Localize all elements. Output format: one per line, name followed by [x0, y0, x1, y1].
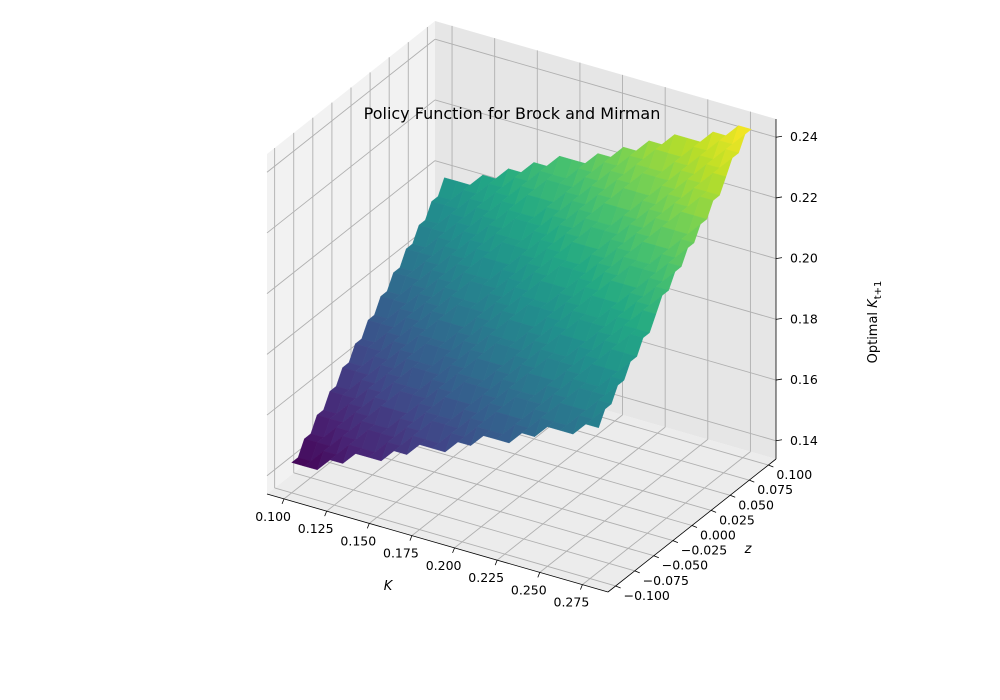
- grid-line: [266, 221, 436, 355]
- policy-surface: [291, 125, 752, 471]
- y-tick-mark: [710, 510, 717, 513]
- grid-line: [331, 442, 674, 542]
- x-tick-label: 0.200: [426, 558, 462, 573]
- chart-title: Policy Function for Brock and Mirman: [364, 104, 661, 123]
- x-tick-mark: [537, 572, 541, 578]
- y-tick-mark: [749, 479, 755, 483]
- grid-line: [266, 38, 436, 173]
- grid-line: [266, 99, 436, 234]
- x-tick-label: 0.275: [554, 595, 590, 610]
- y-tick-label: 0.000: [700, 528, 736, 543]
- tick-labels: 0.100 0.125 0.150 0.175 0.200 0.225 0.250 0.275…: [255, 129, 818, 609]
- z-tick-mark: [775, 135, 783, 138]
- x-tick-mark: [452, 547, 455, 554]
- y-tick-label: −0.050: [662, 558, 708, 573]
- y-tick-mark: [634, 570, 640, 574]
- x-axis-line: [266, 493, 609, 593]
- x-axis-label: K: [384, 579, 394, 594]
- y-tick-mark: [672, 540, 679, 543]
- z-axis-label-var: K: [866, 298, 881, 308]
- grid-line: [293, 472, 635, 572]
- z-axis-label-sub: t+1: [873, 281, 884, 300]
- surface-patch: [585, 408, 606, 429]
- y-tick-mark: [615, 585, 621, 589]
- y-tick-label: 0.075: [757, 482, 793, 497]
- z-tick-mark: [775, 196, 783, 199]
- x-tick-label: 0.175: [383, 546, 419, 561]
- y-tick-label: −0.075: [643, 573, 689, 588]
- y-tick-label: −0.025: [681, 543, 727, 558]
- z-tick-label: 0.14: [790, 433, 818, 448]
- x-tick-label: 0.150: [340, 533, 376, 548]
- x-tick-mark: [324, 511, 328, 517]
- x-tick-label: 0.225: [468, 570, 504, 585]
- y-tick-mark: [653, 555, 659, 559]
- grid-line: [434, 38, 777, 138]
- x-tick-mark: [409, 535, 413, 541]
- x-tick-mark: [494, 560, 498, 566]
- z-tick-label: 0.24: [790, 129, 818, 144]
- z-tick-mark: [775, 257, 783, 260]
- y-tick-label: 0.025: [719, 512, 755, 527]
- z-tick-mark: [775, 378, 783, 381]
- x-tick-label: 0.250: [511, 582, 547, 597]
- x-tick-label: 0.100: [255, 509, 291, 524]
- y-tick-label: 0.050: [738, 497, 774, 512]
- grid-line: [312, 457, 654, 557]
- y-tick-label: 0.100: [776, 467, 812, 482]
- x-tick-mark: [580, 584, 583, 590]
- z-axis-label: Optimal Kt+1: [866, 281, 884, 364]
- grid-line: [266, 160, 436, 294]
- z-tick-label: 0.22: [790, 190, 818, 205]
- y-tick-mark: [691, 525, 698, 528]
- z-tick-label: 0.18: [790, 311, 818, 326]
- y-tick-mark: [768, 464, 774, 468]
- x-tick-mark: [366, 523, 370, 529]
- y-tick-mark: [730, 494, 736, 498]
- x-tick-label: 0.125: [298, 521, 334, 536]
- z-tick-mark: [775, 439, 783, 442]
- z-tick-label: 0.16: [790, 372, 818, 387]
- y-tick-label: −0.100: [624, 588, 670, 603]
- x-tick-mark: [281, 498, 285, 505]
- grid-line: [274, 487, 616, 587]
- z-axis-label-prefix: Optimal: [866, 308, 881, 364]
- z-tick-mark: [775, 317, 783, 320]
- z-tick-label: 0.20: [790, 251, 818, 266]
- y-axis-label: z: [744, 542, 753, 557]
